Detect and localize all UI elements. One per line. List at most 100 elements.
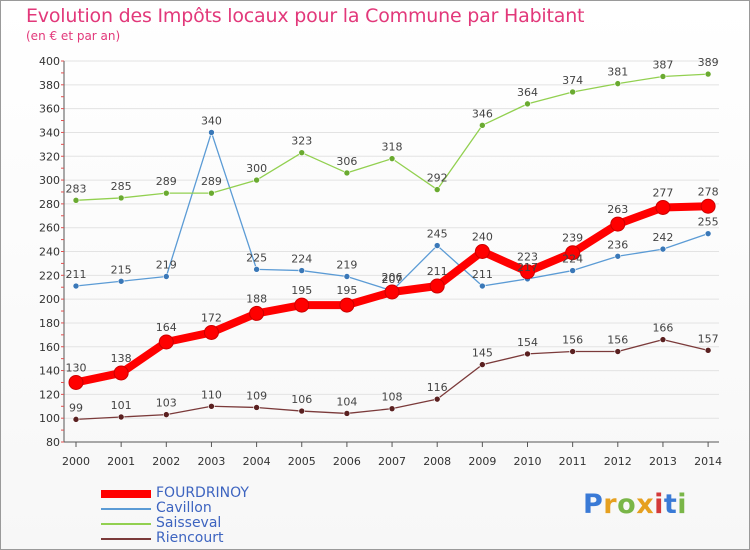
data-point-cavillon <box>569 267 576 274</box>
data-point-saisseval <box>479 121 486 129</box>
y-tick-label: 80 <box>46 436 60 449</box>
data-label-riencourt: 101 <box>111 399 132 412</box>
data-point-fourdrinoy <box>68 374 84 390</box>
data-point-riencourt <box>117 413 125 421</box>
legend-swatch <box>101 490 151 498</box>
x-tick-label: 2012 <box>604 455 632 468</box>
data-label-cavillon: 225 <box>246 251 267 264</box>
y-tick-label: 120 <box>39 388 60 401</box>
data-label-riencourt: 108 <box>382 391 403 404</box>
data-label-riencourt: 166 <box>652 322 673 335</box>
data-point-saisseval <box>208 189 215 197</box>
data-label-riencourt: 109 <box>246 389 267 402</box>
x-tick-label: 2004 <box>243 455 271 468</box>
x-tick-label: 2007 <box>378 455 406 468</box>
data-point-fourdrinoy <box>565 245 581 261</box>
data-label-saisseval: 292 <box>427 172 448 185</box>
data-point-riencourt <box>163 411 170 418</box>
x-tick-label: 2005 <box>288 455 316 468</box>
data-label-cavillon: 219 <box>156 259 177 272</box>
data-label-cavillon: 207 <box>382 273 403 286</box>
data-label-fourdrinoy: 130 <box>66 361 87 374</box>
data-point-saisseval <box>343 169 351 177</box>
data-point-cavillon <box>433 242 441 249</box>
data-point-saisseval <box>433 186 441 193</box>
data-label-fourdrinoy: 195 <box>291 284 312 297</box>
data-point-riencourt <box>388 405 396 412</box>
logo-letter: P <box>583 489 604 520</box>
data-label-saisseval: 283 <box>66 182 87 195</box>
data-label-fourdrinoy: 240 <box>472 231 493 244</box>
x-tick-label: 2006 <box>333 455 361 468</box>
data-point-saisseval <box>117 194 125 202</box>
logo-letter: x <box>636 489 655 520</box>
y-tick-label: 180 <box>39 317 60 330</box>
data-label-cavillon: 224 <box>562 253 583 266</box>
y-tick-label: 220 <box>39 269 60 282</box>
data-point-riencourt <box>208 402 215 410</box>
data-label-fourdrinoy: 206 <box>382 271 403 284</box>
data-label-cavillon: 217 <box>517 261 538 274</box>
data-point-cavillon <box>479 282 486 290</box>
data-point-cavillon <box>343 273 351 280</box>
data-label-riencourt: 103 <box>156 397 177 410</box>
data-label-riencourt: 156 <box>562 334 583 347</box>
y-tick-label: 100 <box>39 412 60 425</box>
logo-letter: r <box>603 489 618 520</box>
x-tick-label: 2009 <box>468 455 496 468</box>
data-label-saisseval: 300 <box>246 162 267 175</box>
data-point-saisseval <box>659 73 667 80</box>
axis-layer: 80 100 120 140 160 180 200 220 240 260 280 300 320 34… <box>39 55 722 468</box>
data-point-saisseval <box>253 176 260 184</box>
data-point-cavillon <box>117 277 125 285</box>
logo-letter: i <box>677 489 688 520</box>
data-label-saisseval: 323 <box>291 135 312 148</box>
y-tick-label: 320 <box>39 150 60 163</box>
data-point-riencourt <box>524 350 531 358</box>
data-point-riencourt <box>704 347 712 354</box>
data-label-riencourt: 157 <box>698 332 719 345</box>
data-point-saisseval <box>388 155 396 162</box>
logo-letter: t <box>663 489 678 520</box>
x-tick-label: 2001 <box>107 455 135 468</box>
y-tick-label: 140 <box>39 365 60 378</box>
data-label-saisseval: 387 <box>652 58 673 71</box>
y-tick-label: 260 <box>39 222 60 235</box>
data-label-cavillon: 236 <box>607 238 628 251</box>
data-point-riencourt <box>569 348 576 355</box>
data-label-fourdrinoy: 223 <box>517 251 538 264</box>
y-tick-label: 340 <box>39 126 60 139</box>
data-label-fourdrinoy: 195 <box>336 284 357 297</box>
data-point-riencourt <box>253 404 260 411</box>
data-point-cavillon <box>72 282 80 290</box>
legend-label: Saisseval <box>156 515 222 531</box>
data-label-riencourt: 104 <box>336 395 357 408</box>
data-label-saisseval: 289 <box>156 175 177 188</box>
data-point-fourdrinoy <box>158 334 174 350</box>
data-label-riencourt: 116 <box>427 381 448 394</box>
data-label-cavillon: 211 <box>66 268 87 281</box>
data-point-fourdrinoy <box>294 297 310 313</box>
data-point-cavillon <box>208 129 215 136</box>
data-label-saisseval: 364 <box>517 86 538 99</box>
data-label-saisseval: 374 <box>562 74 583 87</box>
y-tick-label: 160 <box>39 341 60 354</box>
x-tick-label: 2008 <box>423 455 451 468</box>
data-label-saisseval: 289 <box>201 175 222 188</box>
legend-swatch <box>101 538 151 540</box>
data-point-saisseval <box>72 197 80 204</box>
data-point-saisseval <box>704 70 712 78</box>
x-tick-label: 2010 <box>514 455 542 468</box>
data-point-fourdrinoy <box>655 199 671 215</box>
data-point-cavillon <box>614 252 622 260</box>
data-point-saisseval <box>163 189 170 197</box>
data-point-riencourt <box>343 410 351 417</box>
grid-layer <box>64 60 719 443</box>
data-label-saisseval: 285 <box>111 180 132 193</box>
x-tick-label: 2014 <box>694 455 722 468</box>
data-label-cavillon: 242 <box>652 231 673 244</box>
data-point-saisseval <box>524 100 531 108</box>
data-point-fourdrinoy <box>113 365 129 381</box>
data-label-cavillon: 245 <box>427 228 448 241</box>
